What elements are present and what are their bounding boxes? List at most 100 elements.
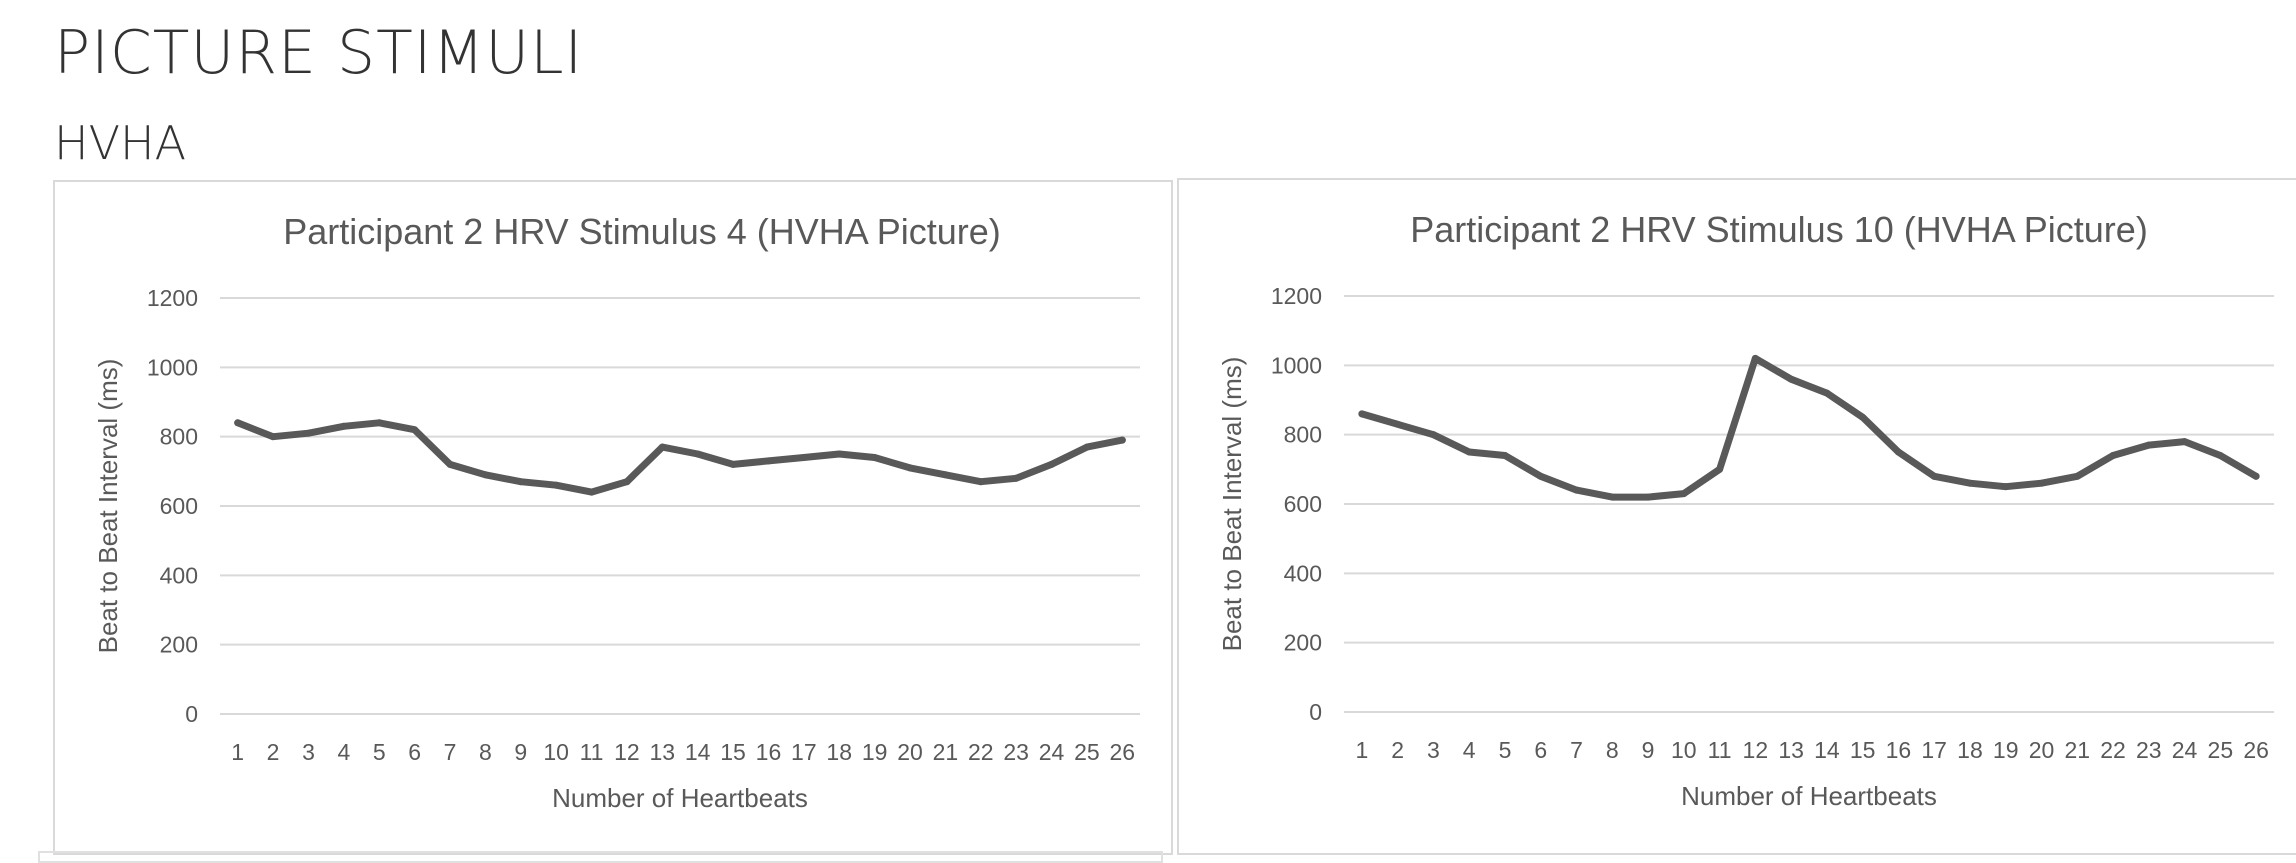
x-tick-label: 12	[1743, 737, 1769, 763]
y-tick-label: 400	[1284, 560, 1322, 586]
data-point	[1083, 443, 1091, 451]
data-point	[1823, 389, 1831, 397]
y-tick-label: 800	[1284, 422, 1322, 448]
data-point	[1429, 431, 1437, 439]
data-point	[2109, 451, 2117, 459]
x-tick-label: 20	[897, 739, 923, 765]
x-tick-label: 5	[373, 739, 386, 765]
data-point	[2216, 451, 2224, 459]
y-tick-label: 0	[1309, 699, 1322, 725]
data-point	[1859, 413, 1867, 421]
data-point	[375, 419, 383, 427]
x-tick-label: 16	[1886, 737, 1912, 763]
x-tick-label: 9	[1642, 737, 1655, 763]
x-tick-label: 6	[1534, 737, 1547, 763]
data-point	[977, 478, 985, 486]
x-tick-label: 19	[862, 739, 888, 765]
data-point	[1501, 451, 1509, 459]
data-point	[517, 478, 525, 486]
data-point	[694, 450, 702, 458]
data-point	[1787, 375, 1795, 383]
page-title: PICTURE STIMULI	[54, 18, 584, 88]
x-tick-label: 25	[1074, 739, 1100, 765]
data-point	[1394, 420, 1402, 428]
data-point	[446, 460, 454, 468]
data-point	[1716, 465, 1724, 473]
x-tick-label: 2	[267, 739, 280, 765]
x-tick-label: 8	[1606, 737, 1619, 763]
y-tick-label: 600	[1284, 491, 1322, 517]
data-point	[340, 422, 348, 430]
x-tick-label: 24	[1039, 739, 1065, 765]
x-tick-label: 26	[1110, 739, 1136, 765]
data-point	[623, 478, 631, 486]
y-tick-label: 200	[1284, 630, 1322, 656]
data-point	[729, 460, 737, 468]
y-tick-label: 0	[185, 701, 198, 727]
data-point	[1751, 354, 1759, 362]
data-point	[800, 453, 808, 461]
data-point	[1680, 490, 1688, 498]
x-tick-label: 13	[1778, 737, 1804, 763]
x-tick-label: 2	[1391, 737, 1404, 763]
x-tick-label: 23	[1003, 739, 1029, 765]
data-point	[871, 453, 879, 461]
data-point	[552, 481, 560, 489]
next-chart-panel-edge	[38, 851, 1163, 863]
data-point	[1894, 448, 1902, 456]
data-point	[1012, 474, 1020, 482]
x-tick-label: 10	[1671, 737, 1697, 763]
y-tick-label: 1000	[1271, 352, 1322, 378]
data-point	[1048, 460, 1056, 468]
data-point	[1358, 410, 1366, 418]
data-point	[304, 429, 312, 437]
x-tick-label: 8	[479, 739, 492, 765]
data-point	[1573, 486, 1580, 494]
x-tick-label: 22	[2100, 737, 2126, 763]
data-point	[2073, 472, 2081, 480]
x-tick-label: 10	[543, 739, 569, 765]
section-title: HVHA	[54, 116, 187, 170]
data-point	[269, 433, 277, 441]
x-tick-label: 1	[231, 739, 244, 765]
y-tick-label: 1200	[147, 285, 198, 311]
data-point	[906, 464, 914, 472]
x-tick-label: 9	[514, 739, 527, 765]
x-tick-label: 11	[1708, 737, 1732, 763]
data-point	[1118, 436, 1126, 444]
x-tick-label: 17	[1921, 737, 1947, 763]
chart-title: Participant 2 HRV Stimulus 10 (HVHA Pict…	[1410, 209, 2148, 250]
data-point	[234, 419, 242, 427]
data-point	[1537, 472, 1545, 480]
x-tick-label: 7	[1570, 737, 1583, 763]
y-axis-label: Beat to Beat Interval (ms)	[1217, 357, 1247, 652]
y-tick-label: 1200	[1271, 283, 1322, 309]
x-tick-label: 15	[720, 739, 746, 765]
x-tick-label: 7	[444, 739, 457, 765]
chart-title: Participant 2 HRV Stimulus 4 (HVHA Pictu…	[283, 211, 1001, 252]
x-tick-label: 6	[408, 739, 421, 765]
x-tick-label: 16	[756, 739, 782, 765]
data-point	[411, 426, 419, 434]
data-point	[1608, 493, 1616, 501]
y-tick-label: 1000	[147, 354, 198, 380]
x-tick-label: 3	[302, 739, 315, 765]
x-tick-label: 25	[2208, 737, 2234, 763]
x-tick-label: 17	[791, 739, 817, 765]
data-point	[2145, 441, 2153, 449]
data-point	[1465, 448, 1473, 456]
x-tick-label: 18	[826, 739, 852, 765]
chart-panel-stimulus-10: Participant 2 HRV Stimulus 10 (HVHA Pict…	[1177, 178, 2296, 855]
y-tick-label: 400	[160, 562, 198, 588]
y-tick-label: 800	[160, 424, 198, 450]
data-point	[588, 488, 596, 496]
x-tick-label: 21	[933, 739, 959, 765]
y-tick-label: 600	[160, 493, 198, 519]
data-point	[1930, 472, 1938, 480]
data-point	[2038, 479, 2045, 487]
data-point	[941, 471, 949, 479]
x-axis-label: Number of Heartbeats	[1681, 781, 1937, 811]
x-tick-label: 5	[1499, 737, 1512, 763]
line-chart-stimulus-10: Participant 2 HRV Stimulus 10 (HVHA Pict…	[1217, 209, 2274, 811]
y-tick-label: 200	[160, 632, 198, 658]
